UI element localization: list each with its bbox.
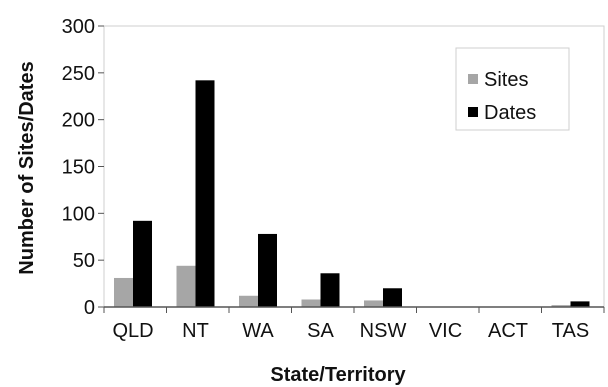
y-tick-label: 150 xyxy=(62,157,95,179)
x-tick-label: QLD xyxy=(112,320,153,342)
bar-sites-nt xyxy=(176,265,196,307)
bar-sites-qld xyxy=(114,277,133,307)
y-tick-label: 100 xyxy=(62,203,95,225)
x-tick-label: WA xyxy=(242,320,274,342)
bar-dates-nsw xyxy=(383,288,402,307)
bars xyxy=(114,80,590,308)
y-axis: 0 50 100 150 200 250 300 xyxy=(62,16,104,319)
y-tick-label: 250 xyxy=(62,63,95,85)
legend-label-sites: Sites xyxy=(484,69,528,91)
bar-dates-qld xyxy=(133,220,152,307)
x-axis: QLD NT WA SA NSW VIC ACT TAS xyxy=(103,307,605,342)
legend-label-dates: Dates xyxy=(484,102,536,124)
y-tick-label: 0 xyxy=(84,297,95,319)
x-tick-label: NSW xyxy=(360,320,407,342)
bar-sites-tas xyxy=(551,305,571,307)
x-tick-label: ACT xyxy=(488,320,528,342)
y-tick-label: 50 xyxy=(73,250,95,272)
bar-sites-sa xyxy=(301,299,321,307)
y-axis-title: Number of Sites/Dates xyxy=(16,61,38,274)
x-tick-label: TAS xyxy=(552,320,589,342)
bar-sites-nsw xyxy=(364,300,383,307)
bar-dates-wa xyxy=(258,233,277,307)
y-tick-label: 300 xyxy=(62,16,95,38)
legend: Sites Dates xyxy=(455,47,570,131)
legend-swatch-dates xyxy=(468,107,478,117)
x-axis-title: State/Territory xyxy=(270,364,406,386)
bar-dates-tas xyxy=(570,301,590,307)
bar-dates-sa xyxy=(320,273,340,307)
bar-sites-wa xyxy=(239,295,258,307)
bar-dates-nt xyxy=(195,80,215,308)
x-tick-label: VIC xyxy=(429,320,462,342)
x-tick-label: NT xyxy=(182,320,209,342)
x-tick-label: SA xyxy=(307,320,334,342)
y-tick-label: 200 xyxy=(62,110,95,132)
legend-swatch-sites xyxy=(468,74,478,84)
